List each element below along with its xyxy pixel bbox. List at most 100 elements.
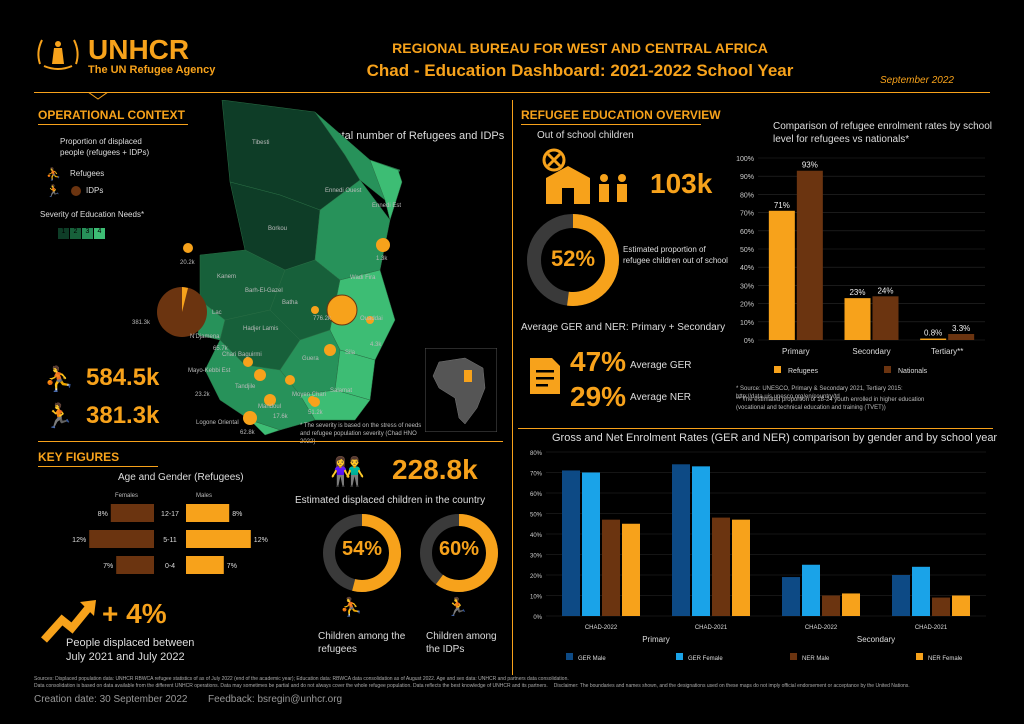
male-bar-0-4 xyxy=(186,556,224,574)
region-label-lac: Lac xyxy=(212,310,222,316)
y-tick-90: 90% xyxy=(740,174,754,181)
legend-swatch-NER Female xyxy=(916,653,923,660)
legend-swatch-Refugees xyxy=(774,366,781,373)
report-date: September 2022 xyxy=(880,75,954,86)
bar-NER Male-primary-CHAD-2022 xyxy=(602,519,620,616)
age-label-5-11: 5-11 xyxy=(163,537,177,544)
vertical-divider xyxy=(512,100,513,675)
school-out-icon xyxy=(542,148,627,204)
x-label-secondary-CHAD-2021: CHAD-2021 xyxy=(915,625,948,631)
enrolment-comparison-title: Comparison of refugee enrolment rates by… xyxy=(773,121,993,145)
y-tick-40: 40% xyxy=(740,265,754,272)
males-label: Males xyxy=(196,493,213,499)
severity-level-3: 3 xyxy=(82,228,93,239)
pie-label-salamat: 51.2k xyxy=(308,410,323,416)
y-tick-10: 10% xyxy=(740,320,754,327)
ger-label: Average GER xyxy=(630,360,692,371)
y-tick-50: 50% xyxy=(530,513,543,519)
female-bar-0-4 xyxy=(116,556,154,574)
operational-title: OPERATIONAL CONTEXT xyxy=(38,108,185,122)
oos-title: Out of school children xyxy=(537,130,634,141)
y-tick-20: 20% xyxy=(740,302,754,309)
female-label-12-17: 8% xyxy=(98,511,108,518)
key-figures-underline xyxy=(38,466,158,467)
idp-person-icon: 🏃 xyxy=(46,184,61,198)
y-tick-20: 20% xyxy=(530,574,543,580)
map-title: Total number of Refugees and IDPs xyxy=(330,130,505,142)
idps-total: 381.3k xyxy=(86,402,160,429)
legend-swatch-GER Male xyxy=(566,653,573,660)
y-tick-0: 0% xyxy=(533,615,542,621)
bar-GER Male-primary-CHAD-2021 xyxy=(672,464,690,616)
page-title: Chad - Education Dashboard: 2021-2022 Sc… xyxy=(366,61,794,80)
bar-NER Female-secondary-CHAD-2022 xyxy=(842,593,860,616)
donut-idps xyxy=(420,514,498,592)
oos-donut xyxy=(527,214,619,306)
bar-GER Female-primary-CHAD-2022 xyxy=(582,472,600,616)
document-icon xyxy=(530,358,560,394)
key-figures-topline xyxy=(38,441,503,442)
age-label-12-17: 12-17 xyxy=(161,511,179,518)
donut-refugees-pct: 54% xyxy=(341,538,383,560)
region-label-chari-baguirmi: Chari Baguirmi xyxy=(222,352,262,358)
bar-NER Female-secondary-CHAD-2021 xyxy=(952,595,970,616)
females-label: Females xyxy=(115,493,139,499)
region-label-borkou: Borkou xyxy=(268,226,288,232)
male-label-5-11: 12% xyxy=(254,537,268,544)
severity-level-4: 4 xyxy=(94,228,105,239)
male-bar-5-11 xyxy=(186,530,251,548)
region-label-sila: Sila xyxy=(345,350,356,356)
legend-label-Nationals: Nationals xyxy=(898,368,928,375)
bar-Refugees-Primary xyxy=(768,210,795,340)
enrolment-source-note: * Source: UNESCO, Primary & Secondary 20… xyxy=(736,386,903,400)
pie-label-sila: 4.3k xyxy=(370,342,382,348)
bar-NER Male-secondary-CHAD-2022 xyxy=(822,595,840,616)
region-ennedi-est xyxy=(369,159,403,221)
y-tick-50: 50% xyxy=(740,247,754,254)
x-label-primary-CHAD-2022: CHAD-2022 xyxy=(585,625,618,631)
legend-idps: IDPs xyxy=(86,186,104,195)
logo-subtitle: The UN Refugee Agency xyxy=(88,64,216,76)
region-logone-oriental xyxy=(249,419,281,436)
data-label-Refugees-Secondary: 23% xyxy=(849,288,865,297)
donut-refugees xyxy=(323,514,401,592)
donut-fill xyxy=(323,514,401,592)
group-label-primary: Primary xyxy=(642,635,670,644)
pie-label-ouaddai: 776.2k xyxy=(313,316,332,322)
displaced-children-label: Estimated displaced children in the coun… xyxy=(295,495,486,506)
legend-swatch-NER Male xyxy=(790,653,797,660)
region-label-salamat: Salamat xyxy=(330,388,353,394)
legend-swatch-Nationals xyxy=(884,366,891,373)
y-tick-0: 0% xyxy=(744,338,754,345)
legend-label-GER Male: GER Male xyxy=(578,656,606,662)
bar-GER Male-secondary-CHAD-2021 xyxy=(892,575,910,616)
region-label-guera: Guera xyxy=(302,356,319,362)
y-tick-10: 10% xyxy=(530,595,543,601)
footer-sources-line1: Sources: Displaced population data: UNHC… xyxy=(34,676,569,682)
feedback-link[interactable]: Feedback: bsregin@unhcr.org xyxy=(208,694,343,705)
region-label-mayo-kebbi-est: Mayo-Kebbi Est xyxy=(188,368,231,374)
ger-ner-title: Average GER and NER: Primary + Secondary xyxy=(521,322,726,333)
male-label-12-17: 8% xyxy=(232,511,242,518)
region-label-logone-oriental: Logone Oriental xyxy=(196,420,239,426)
refugee-person-icon: ⛹ xyxy=(46,167,61,181)
donut-idps-pct: 60% xyxy=(438,538,480,560)
map-note: * The severity is based on the stress of… xyxy=(300,423,422,445)
y-tick-100: 100% xyxy=(736,156,754,163)
male-label-0-4: 7% xyxy=(227,563,237,570)
footer-sources: Sources: Displaced population data: UNHC… xyxy=(34,676,994,690)
divider-notch-icon xyxy=(88,92,108,100)
donut-refugees-label: Children among the refugees xyxy=(318,631,406,655)
bar-GER Female-secondary-CHAD-2022 xyxy=(802,564,820,616)
creation-date: Creation date: 30 September 2022 xyxy=(34,694,188,705)
bar-Refugees-Tertiary** xyxy=(920,338,947,340)
pie-label-mandoul: 17.6k xyxy=(273,414,288,420)
oos-value: 103k xyxy=(650,168,713,199)
pie-label-ndjamena: 65.7k xyxy=(213,346,228,352)
growth-label: People displaced between July 2021 and J… xyxy=(66,637,195,663)
oos-description: Estimated proportion of refugee children… xyxy=(623,245,728,265)
bar-GER Male-secondary-CHAD-2022 xyxy=(782,577,800,616)
pie-label-kanem: 20.2k xyxy=(180,260,195,266)
region-label-kanem: Kanem xyxy=(217,274,237,280)
bureau-title: REGIONAL BUREAU FOR WEST AND CENTRAL AFR… xyxy=(392,40,768,56)
